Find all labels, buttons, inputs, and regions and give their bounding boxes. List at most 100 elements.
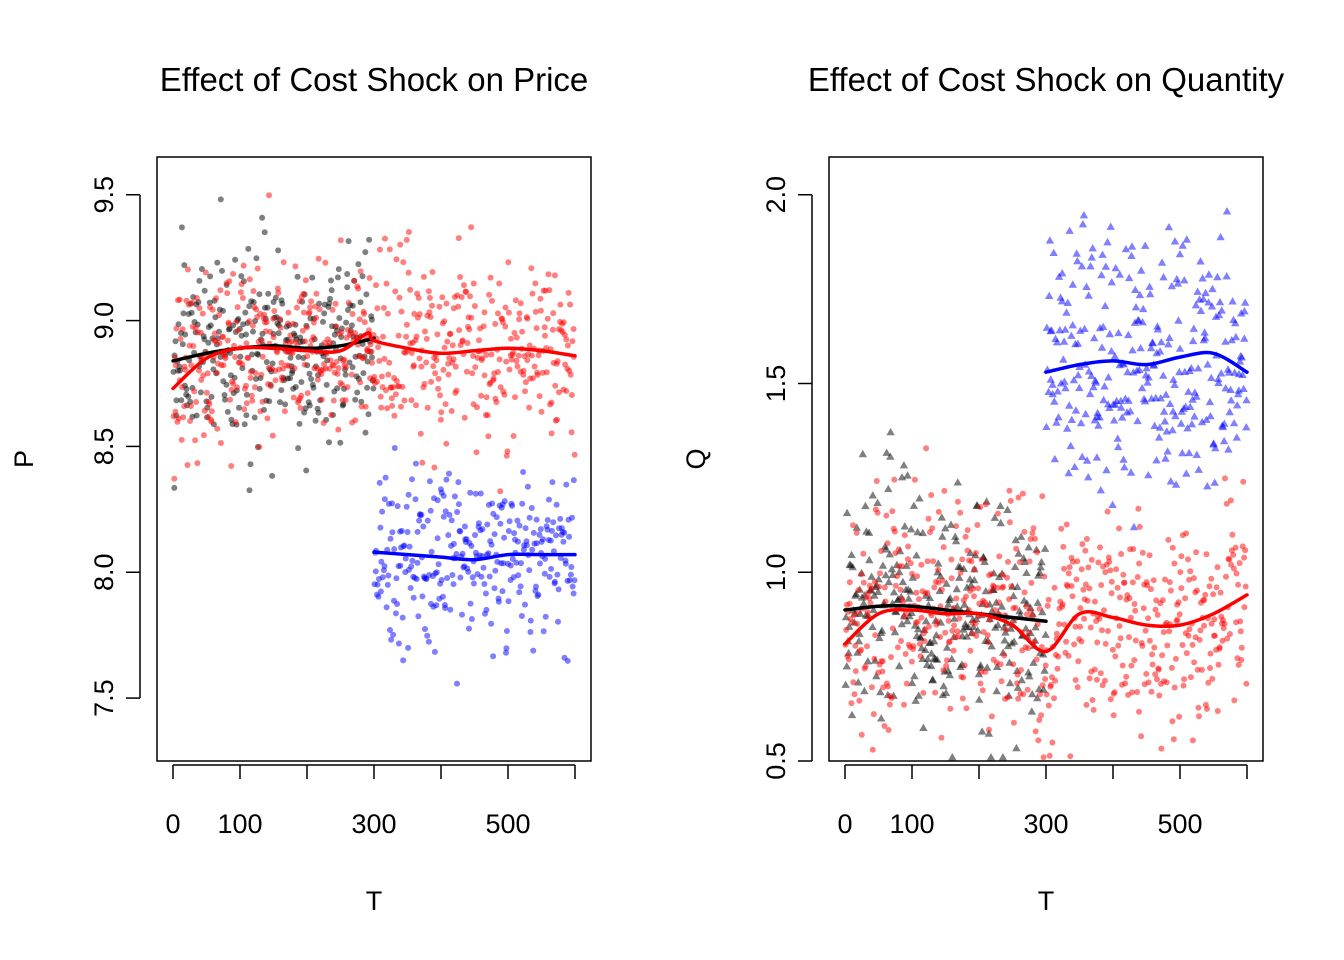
quantity-point-red bbox=[1134, 574, 1141, 580]
quantity-point-red bbox=[1077, 605, 1084, 612]
price-point-black bbox=[292, 384, 299, 390]
quantity-point-blue bbox=[1221, 337, 1230, 345]
price-point-red bbox=[316, 306, 323, 313]
quantity-point-red bbox=[953, 523, 960, 530]
quantity-point-red bbox=[895, 546, 902, 553]
quantity-point-blue bbox=[1137, 266, 1146, 274]
quantity-point-blue bbox=[1242, 396, 1251, 404]
price-point-blue bbox=[480, 564, 487, 571]
quantity-point-red bbox=[871, 655, 878, 662]
quantity-point-blue bbox=[1163, 447, 1172, 455]
quantity-point-red bbox=[1038, 644, 1045, 650]
price-point-black bbox=[336, 315, 343, 321]
price-trend-line-red bbox=[171, 331, 577, 391]
price-point-red bbox=[187, 418, 194, 424]
quantity-point-red bbox=[1121, 579, 1128, 586]
price-point-black bbox=[259, 214, 266, 221]
quantity-point-red bbox=[1058, 525, 1065, 532]
quantity-point-red bbox=[1060, 543, 1067, 550]
quantity-point-blue bbox=[1187, 364, 1196, 372]
price-point-blue bbox=[497, 520, 504, 527]
quantity-point-blue bbox=[1184, 387, 1193, 395]
price-point-black bbox=[250, 299, 257, 306]
price-point-red bbox=[292, 263, 299, 270]
price-point-black bbox=[219, 267, 225, 274]
price-point-blue bbox=[372, 568, 379, 575]
quantity-point-red bbox=[942, 629, 949, 636]
quantity-point-blue bbox=[1161, 390, 1171, 398]
price-point-red bbox=[184, 462, 191, 468]
price-point-blue bbox=[569, 583, 576, 590]
quantity-point-red bbox=[850, 679, 857, 686]
price-point-red bbox=[298, 392, 305, 399]
quantity-point-blue bbox=[1044, 387, 1053, 395]
quantity-point-blue bbox=[1145, 282, 1154, 290]
price-point-blue bbox=[384, 581, 391, 588]
price-x-tick-label: 500 bbox=[485, 809, 530, 839]
quantity-point-black bbox=[1028, 689, 1037, 698]
quantity-point-red bbox=[974, 522, 981, 528]
price-point-red bbox=[259, 353, 266, 360]
quantity-point-red bbox=[946, 638, 953, 645]
quantity-point-black bbox=[1039, 685, 1048, 693]
price-point-red bbox=[274, 349, 281, 356]
price-point-red bbox=[232, 419, 239, 426]
price-point-blue bbox=[479, 526, 486, 533]
quantity-point-black bbox=[927, 649, 936, 657]
quantity-point-red bbox=[1235, 661, 1242, 668]
price-point-red bbox=[417, 430, 424, 437]
quantity-point-red bbox=[1136, 523, 1143, 530]
price-point-red bbox=[395, 332, 402, 339]
quantity-point-blue bbox=[1203, 482, 1212, 490]
quantity-point-red bbox=[931, 584, 938, 591]
price-point-blue bbox=[563, 481, 570, 488]
quantity-point-blue bbox=[1188, 336, 1198, 345]
quantity-point-blue bbox=[1148, 338, 1157, 347]
price-point-red bbox=[541, 324, 548, 331]
quantity-point-red bbox=[1061, 565, 1067, 572]
quantity-point-red bbox=[928, 492, 935, 498]
quantity-point-red bbox=[956, 615, 963, 622]
price-point-blue bbox=[408, 563, 415, 570]
quantity-point-blue bbox=[1229, 419, 1239, 427]
quantity-point-blue bbox=[1110, 352, 1120, 360]
price-point-red bbox=[373, 282, 379, 289]
quantity-point-red bbox=[1148, 688, 1155, 695]
quantity-point-red bbox=[1197, 627, 1204, 634]
quantity-point-black bbox=[977, 727, 987, 735]
price-point-blue bbox=[459, 550, 466, 557]
quantity-point-red bbox=[1217, 589, 1224, 596]
price-point-red bbox=[246, 318, 253, 325]
quantity-point-red bbox=[1061, 621, 1068, 628]
quantity-point-red bbox=[1109, 646, 1116, 653]
quantity-point-red bbox=[1014, 671, 1021, 678]
price-point-black bbox=[171, 484, 178, 491]
quantity-point-red bbox=[1241, 554, 1248, 561]
price-point-blue bbox=[492, 567, 499, 574]
quantity-point-blue bbox=[1187, 420, 1197, 428]
quantity-point-red bbox=[1185, 556, 1191, 563]
quantity-point-black bbox=[998, 753, 1008, 761]
quantity-point-red bbox=[891, 476, 898, 483]
price-point-black bbox=[306, 402, 313, 409]
price-point-blue bbox=[505, 528, 512, 534]
price-point-red bbox=[281, 408, 288, 415]
quantity-point-red bbox=[914, 573, 921, 580]
price-point-black bbox=[366, 236, 373, 243]
price-point-black bbox=[249, 351, 255, 358]
quantity-point-red bbox=[1116, 623, 1123, 629]
quantity-point-black bbox=[1037, 557, 1046, 566]
quantity-point-red bbox=[1194, 587, 1200, 594]
quantity-point-black bbox=[852, 523, 861, 531]
quantity-point-red bbox=[1240, 478, 1247, 485]
quantity-point-red bbox=[1015, 494, 1022, 501]
price-point-blue bbox=[566, 533, 573, 540]
quantity-point-blue bbox=[1092, 453, 1102, 461]
price-point-red bbox=[439, 294, 446, 301]
price-point-blue bbox=[537, 560, 543, 567]
price-point-black bbox=[345, 238, 352, 245]
quantity-point-red bbox=[1041, 573, 1048, 580]
price-point-blue bbox=[414, 528, 421, 535]
quantity-point-blue bbox=[1059, 355, 1068, 363]
price-point-blue bbox=[379, 574, 386, 581]
